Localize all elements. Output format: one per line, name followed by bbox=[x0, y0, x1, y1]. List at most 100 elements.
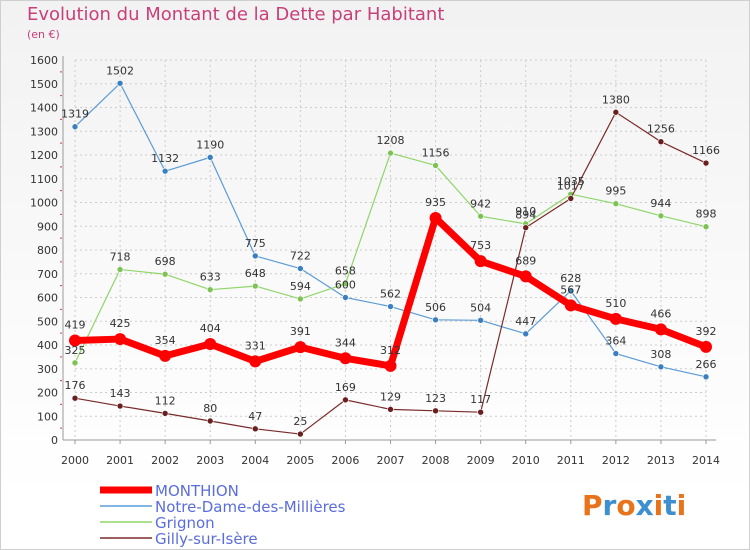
legend bbox=[100, 486, 152, 539]
y-tick-label: 1500 bbox=[30, 78, 58, 91]
data-point bbox=[612, 200, 620, 207]
data-point bbox=[251, 282, 259, 290]
data-label: 308 bbox=[650, 348, 671, 361]
data-label: 995 bbox=[605, 185, 626, 198]
data-label: 1132 bbox=[151, 152, 179, 165]
data-point bbox=[114, 333, 127, 346]
y-tick-label: 1200 bbox=[30, 149, 58, 162]
data-label: 47 bbox=[248, 410, 262, 423]
data-label: 176 bbox=[65, 379, 86, 392]
y-tick-label: 100 bbox=[37, 410, 58, 423]
data-point bbox=[161, 270, 169, 278]
data-label: 628 bbox=[560, 272, 581, 285]
data-label: 312 bbox=[380, 344, 401, 357]
data-label: 331 bbox=[245, 339, 266, 352]
legend-label-monthion: MONTHION bbox=[155, 482, 239, 500]
data-label: 689 bbox=[515, 254, 536, 267]
data-label: 1319 bbox=[61, 108, 89, 121]
data-label: 942 bbox=[470, 197, 491, 210]
data-point bbox=[567, 195, 575, 202]
y-tick-label: 300 bbox=[37, 363, 58, 376]
data-point bbox=[702, 159, 710, 167]
legend-label-notre-dame-des-millieres: Notre-Dame-des-Millières bbox=[155, 498, 346, 516]
data-label: 364 bbox=[605, 335, 626, 348]
logo-letter: o bbox=[616, 489, 636, 522]
data-point bbox=[294, 341, 307, 354]
y-tick-label: 0 bbox=[51, 434, 58, 447]
data-label: 25 bbox=[293, 415, 307, 428]
series-monthion bbox=[69, 211, 712, 372]
data-point bbox=[342, 280, 349, 288]
data-label: 344 bbox=[335, 336, 356, 349]
data-point bbox=[384, 359, 397, 372]
data-point bbox=[71, 359, 79, 367]
data-point bbox=[522, 224, 530, 231]
y-tick-label: 500 bbox=[37, 315, 58, 328]
data-label: 718 bbox=[110, 250, 131, 263]
x-tick-label: 2001 bbox=[106, 454, 134, 467]
y-tick-label: 900 bbox=[37, 220, 58, 233]
data-label: 425 bbox=[110, 317, 131, 330]
data-point bbox=[657, 138, 665, 145]
data-point bbox=[116, 402, 124, 410]
data-point bbox=[251, 252, 259, 260]
data-label: 1017 bbox=[557, 179, 585, 192]
data-point bbox=[206, 286, 214, 293]
data-label: 325 bbox=[65, 344, 86, 357]
data-point bbox=[432, 316, 439, 324]
data-point bbox=[116, 79, 124, 87]
x-tick-label: 2000 bbox=[61, 454, 89, 467]
data-label: 80 bbox=[203, 402, 217, 415]
series-grignon bbox=[71, 149, 710, 367]
legend-label-gilly-sur-isere: Gilly-sur-Isère bbox=[155, 530, 258, 548]
data-point bbox=[339, 352, 352, 365]
x-tick-label: 2006 bbox=[331, 454, 359, 467]
data-point bbox=[522, 330, 530, 338]
y-tick-label: 1100 bbox=[30, 173, 58, 186]
data-point bbox=[297, 295, 304, 303]
data-point bbox=[161, 167, 169, 175]
grid bbox=[74, 59, 707, 441]
x-tick-label: 2003 bbox=[196, 454, 224, 467]
data-point bbox=[206, 154, 214, 161]
logo-letter: x bbox=[635, 489, 654, 522]
data-label: 1035 bbox=[557, 175, 585, 188]
legend-label-grignon: Grignon bbox=[155, 514, 215, 532]
data-label: 648 bbox=[245, 267, 266, 280]
x-tick-label: 2004 bbox=[241, 454, 269, 467]
data-label: 910 bbox=[515, 205, 536, 218]
y-tick-label: 1400 bbox=[30, 102, 58, 115]
data-label: 722 bbox=[290, 250, 311, 263]
data-point bbox=[159, 349, 172, 362]
data-point bbox=[297, 430, 304, 438]
y-tick-label: 200 bbox=[37, 387, 58, 400]
series-lines bbox=[69, 79, 712, 438]
x-tick-label: 2011 bbox=[557, 454, 585, 467]
proxiti-logo: Proxiti bbox=[582, 489, 686, 522]
data-point bbox=[702, 373, 710, 381]
y-tick-label: 800 bbox=[37, 244, 58, 257]
y-tick-label: 600 bbox=[37, 292, 58, 305]
data-label: 894 bbox=[515, 209, 536, 222]
logo-letter: i bbox=[653, 489, 664, 522]
data-point bbox=[161, 410, 169, 417]
x-tick-label: 2002 bbox=[151, 454, 179, 467]
data-label: 391 bbox=[290, 325, 311, 338]
x-tick-label: 2013 bbox=[647, 454, 675, 467]
data-point bbox=[432, 407, 439, 415]
data-point bbox=[249, 355, 262, 368]
data-label: 143 bbox=[110, 387, 131, 400]
data-point bbox=[654, 323, 667, 336]
y-tick-label: 1300 bbox=[30, 125, 58, 138]
data-label: 112 bbox=[155, 394, 176, 407]
data-point bbox=[612, 350, 620, 357]
data-label: 392 bbox=[696, 325, 717, 338]
data-label: 944 bbox=[650, 197, 671, 210]
data-label: 1380 bbox=[602, 93, 630, 106]
series-gilly-sur-isere bbox=[71, 108, 710, 438]
y-tick-label: 400 bbox=[37, 339, 58, 352]
data-point bbox=[567, 287, 575, 295]
data-point bbox=[657, 363, 665, 371]
data-point bbox=[564, 299, 577, 312]
